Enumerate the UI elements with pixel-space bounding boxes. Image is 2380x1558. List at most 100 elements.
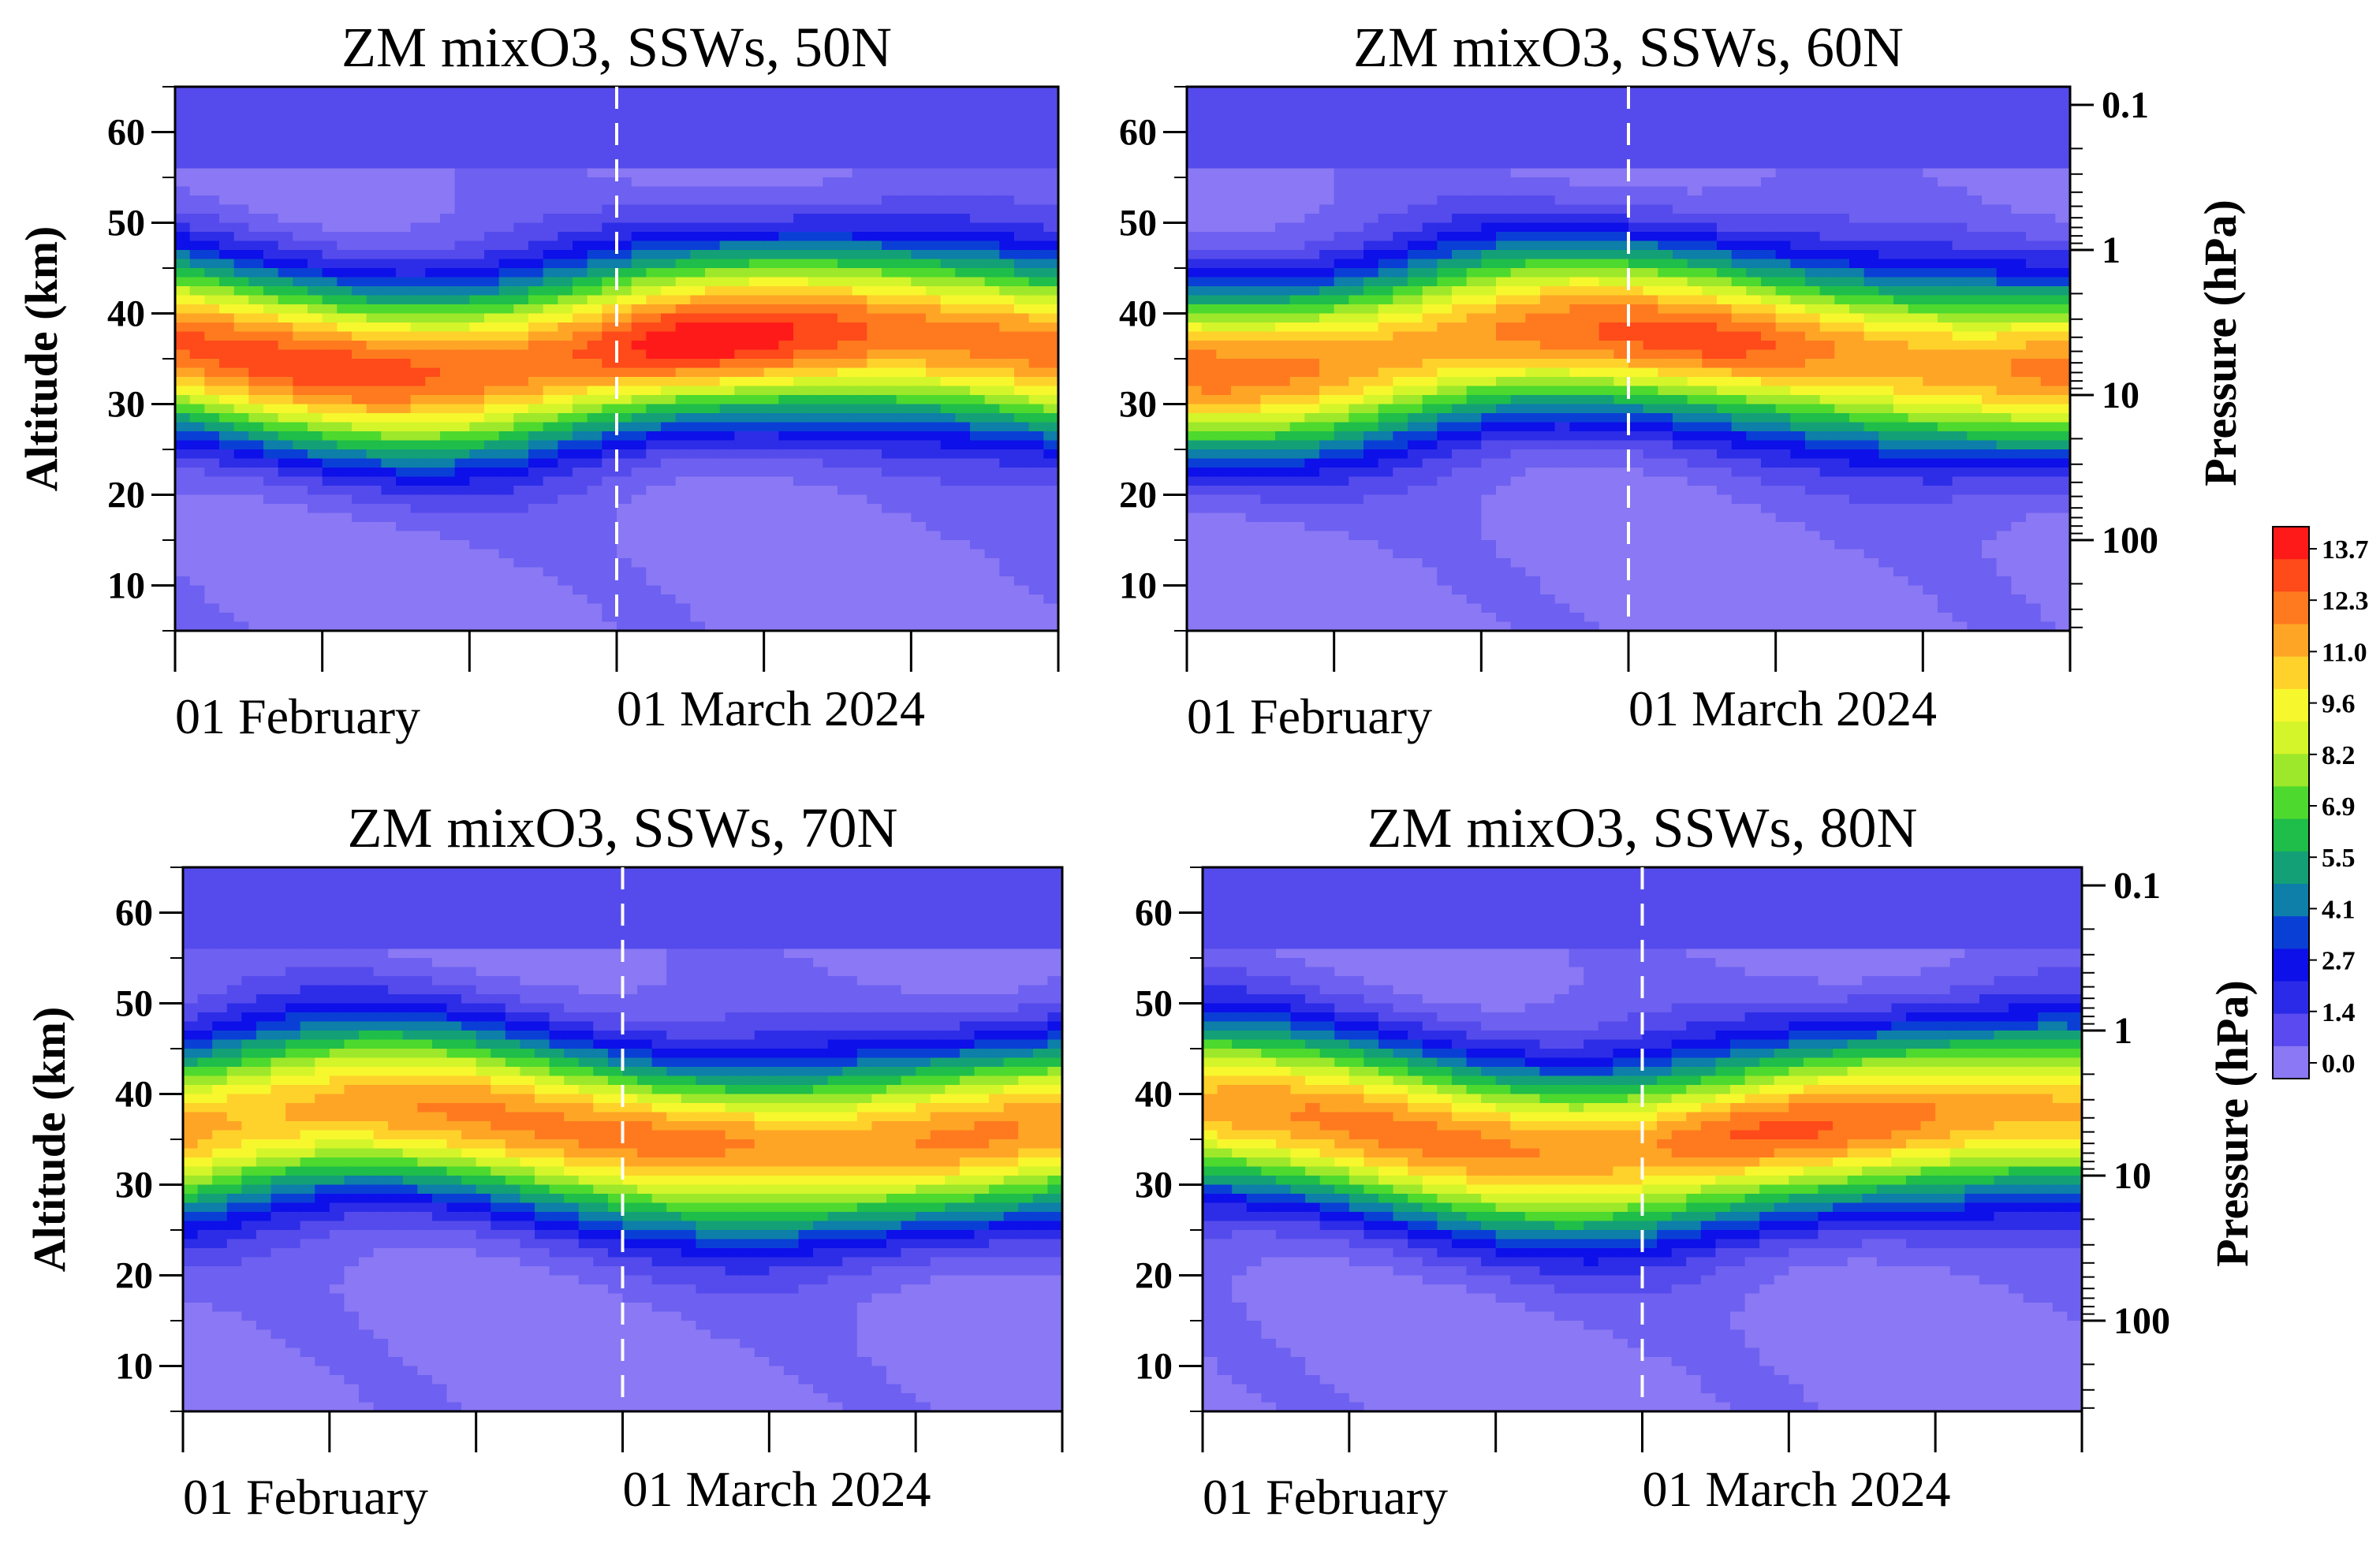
ozone-cell — [1028, 186, 1044, 196]
ozone-cell — [440, 268, 456, 278]
ozone-cell — [1437, 105, 1453, 115]
ozone-cell — [425, 395, 441, 405]
ozone-cell — [1393, 141, 1408, 151]
ozone-cell — [396, 522, 412, 532]
ozone-cell — [381, 150, 397, 160]
ozone-cell — [1201, 132, 1217, 142]
ozone-cell — [1422, 359, 1438, 369]
ozone-cell — [1496, 431, 1512, 442]
ozone-cell — [1028, 196, 1044, 206]
ozone-cell — [308, 603, 323, 613]
ozone-cell — [1231, 404, 1247, 414]
ozone-cell — [425, 440, 441, 450]
ozone-cell — [1260, 114, 1276, 124]
ozone-cell — [1437, 295, 1453, 305]
ozone-cell — [1319, 594, 1335, 605]
ozone-cell — [337, 359, 353, 369]
ozone-cell — [1319, 186, 1335, 196]
ozone-cell — [337, 250, 353, 260]
ozone-cell — [617, 468, 632, 478]
ozone-cell — [896, 295, 912, 305]
ozone-cell — [911, 404, 927, 414]
ozone-cell — [955, 395, 971, 405]
ozone-cell — [1289, 268, 1305, 278]
ozone-cell — [1349, 232, 1364, 242]
ozone-cell — [1422, 150, 1438, 160]
ozone-cell — [381, 558, 397, 568]
ozone-cell — [484, 341, 500, 351]
ozone-cell — [396, 431, 412, 442]
ozone-cell — [219, 585, 235, 595]
ozone-cell — [513, 359, 529, 369]
ozone-cell — [690, 123, 706, 133]
ozone-cell — [1422, 295, 1438, 305]
ozone-cell — [396, 150, 412, 160]
ozone-cell — [690, 250, 706, 260]
ozone-cell — [896, 304, 912, 315]
ozone-cell — [1043, 105, 1059, 115]
ozone-cell — [1378, 585, 1393, 595]
ozone-cell — [1496, 377, 1512, 387]
ozone-cell — [1452, 558, 1468, 568]
ozone-cell — [808, 123, 823, 133]
ozone-cell — [837, 377, 853, 387]
ozone-cell — [882, 259, 897, 269]
ozone-cell — [837, 594, 853, 605]
ozone-cell — [1408, 458, 1423, 468]
ozone-cell — [233, 232, 249, 242]
ozone-cell — [248, 431, 264, 442]
ozone-cell — [1393, 341, 1408, 351]
ozone-cell — [719, 286, 735, 296]
ozone-cell — [1496, 449, 1512, 460]
ozone-cell — [204, 404, 220, 414]
ozone-cell — [734, 313, 750, 323]
ozone-cell — [233, 168, 249, 178]
ozone-cell — [690, 431, 706, 442]
ozone-cell — [175, 621, 191, 632]
ozone-cell — [1201, 168, 1217, 178]
ozone-cell — [631, 594, 647, 605]
ozone-cell — [1187, 123, 1203, 133]
ozone-cell — [1437, 349, 1453, 360]
ozone-cell — [793, 522, 809, 532]
ozone-cell — [926, 295, 942, 305]
ozone-cell — [1452, 286, 1468, 296]
ozone-cell — [1231, 123, 1247, 133]
ozone-cell — [440, 295, 456, 305]
ozone-cell — [528, 87, 544, 97]
ozone-cell — [631, 621, 647, 632]
ozone-cell — [646, 259, 662, 269]
ozone-cell — [1304, 204, 1320, 214]
ozone-cell — [1231, 204, 1247, 214]
ozone-cell — [573, 540, 588, 550]
ozone-cell — [1245, 431, 1261, 442]
ozone-cell — [955, 250, 971, 260]
ozone-cell — [219, 123, 235, 133]
ozone-cell — [573, 268, 588, 278]
ozone-cell — [498, 214, 514, 224]
ozone-cell — [352, 150, 367, 160]
ozone-cell — [528, 476, 544, 486]
ozone-cell — [631, 87, 647, 97]
ozone-cell — [882, 331, 897, 341]
ozone-cell — [543, 512, 558, 523]
ozone-cell — [940, 331, 956, 341]
ozone-cell — [1289, 286, 1305, 296]
ozone-cell — [661, 313, 677, 323]
ozone-cell — [852, 449, 867, 460]
ozone-cell — [528, 440, 544, 450]
ozone-cell — [1043, 449, 1059, 460]
ozone-cell — [705, 277, 721, 287]
ozone-cell — [823, 504, 838, 514]
ozone-cell — [896, 87, 912, 97]
ozone-cell — [233, 123, 249, 133]
ozone-cell — [1289, 558, 1305, 568]
ozone-cell — [984, 304, 1000, 315]
ozone-cell — [1393, 621, 1408, 632]
ozone-cell — [749, 196, 765, 206]
ozone-cell — [778, 168, 794, 178]
ozone-cell — [1201, 494, 1217, 505]
ozone-cell — [749, 395, 765, 405]
ozone-cell — [1014, 196, 1030, 206]
ozone-cell — [381, 132, 397, 142]
